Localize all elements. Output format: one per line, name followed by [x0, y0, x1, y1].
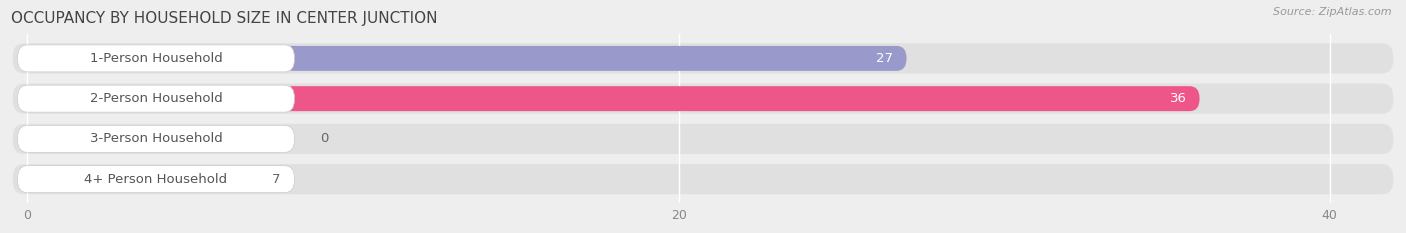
FancyBboxPatch shape: [18, 45, 294, 72]
FancyBboxPatch shape: [13, 164, 1393, 194]
Text: 36: 36: [1170, 92, 1187, 105]
Text: 27: 27: [876, 52, 893, 65]
Text: OCCUPANCY BY HOUSEHOLD SIZE IN CENTER JUNCTION: OCCUPANCY BY HOUSEHOLD SIZE IN CENTER JU…: [11, 11, 437, 26]
FancyBboxPatch shape: [27, 167, 256, 192]
FancyBboxPatch shape: [18, 125, 294, 152]
FancyBboxPatch shape: [13, 43, 1393, 73]
FancyBboxPatch shape: [27, 127, 221, 151]
Text: 3-Person Household: 3-Person Household: [90, 132, 222, 145]
Text: 1-Person Household: 1-Person Household: [90, 52, 222, 65]
FancyBboxPatch shape: [18, 85, 294, 112]
FancyBboxPatch shape: [27, 46, 907, 71]
Text: Source: ZipAtlas.com: Source: ZipAtlas.com: [1274, 7, 1392, 17]
Text: 2-Person Household: 2-Person Household: [90, 92, 222, 105]
Text: 7: 7: [271, 173, 280, 186]
FancyBboxPatch shape: [27, 86, 1199, 111]
Text: 4+ Person Household: 4+ Person Household: [84, 173, 228, 186]
Text: 0: 0: [321, 132, 329, 145]
FancyBboxPatch shape: [18, 166, 294, 193]
FancyBboxPatch shape: [13, 124, 1393, 154]
FancyBboxPatch shape: [13, 84, 1393, 114]
